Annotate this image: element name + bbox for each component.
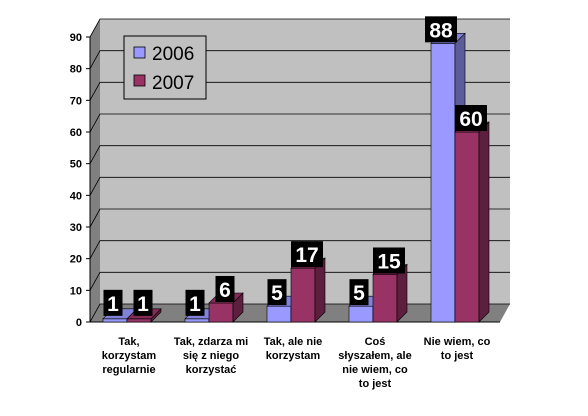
y-tick-label: 10: [70, 285, 82, 297]
legend-label-2006: 2006: [152, 44, 194, 65]
category-label: Tak, zdarza mi się z niego korzystać: [174, 336, 248, 376]
data-label-box: [291, 241, 323, 268]
gridline: [89, 145, 510, 164]
gridline: [89, 113, 510, 133]
category-label-line: Nie wiem, co: [424, 336, 491, 348]
gridline: [89, 176, 510, 196]
gridline: [89, 81, 510, 101]
data-label-text: 88: [429, 19, 453, 42]
bar-front: [290, 267, 316, 323]
category-label: Nie wiem, co to jest: [424, 336, 491, 362]
category-label-line: korzystać: [186, 364, 237, 376]
bar-front: [102, 318, 128, 323]
data-label-box: [215, 276, 235, 302]
gridline: [89, 18, 510, 38]
y-tick-label: 70: [70, 95, 82, 107]
bar-front: [126, 318, 152, 323]
category-label-line: nie wiem, co: [342, 364, 408, 376]
gridline: [89, 208, 510, 228]
data-label-text: 5: [271, 282, 283, 305]
data-label-box: [373, 247, 405, 274]
gridline: [89, 240, 510, 259]
data-label-2006-3: 5: [349, 279, 369, 306]
data-label-text: 1: [107, 293, 119, 316]
legend-box: [123, 35, 207, 100]
category-label: Tak, korzystam regularnie: [102, 336, 157, 376]
y-tick-label: 0: [76, 317, 82, 329]
data-label-box: [455, 105, 487, 131]
y-tick-label: 80: [70, 64, 82, 76]
legend: 2006 2007: [123, 35, 207, 100]
data-label-2007-3: 15: [373, 247, 405, 274]
data-label-box: [425, 16, 457, 43]
category-label-line: to jest: [359, 378, 392, 390]
bar-front: [266, 305, 292, 323]
legend-swatch-2007: [133, 74, 146, 87]
category-label: Tak, ale nie korzystam: [264, 336, 323, 362]
bar-2007-2: [290, 257, 326, 323]
data-label-box: [185, 289, 205, 316]
bar-front: [208, 302, 234, 323]
chart-left-wall: [90, 19, 100, 322]
category-label-line: korzystam: [266, 350, 321, 362]
category-label-line: Tak, zdarza mi: [174, 336, 248, 348]
data-label-2007-0: 1: [133, 289, 153, 316]
bar-front: [454, 131, 480, 323]
data-label-text: 17: [295, 244, 318, 267]
gridline: [89, 50, 510, 69]
bar-side: [314, 257, 326, 323]
data-label-box: [103, 289, 123, 316]
data-label-2007-4: 60: [455, 105, 487, 131]
category-label-line: Coś: [365, 336, 386, 348]
data-label-text: 1: [137, 293, 149, 316]
data-label-2006-1: 1: [185, 289, 205, 316]
data-label-text: 6: [219, 279, 231, 302]
data-label-text: 5: [353, 282, 365, 305]
data-label-text: 1: [189, 293, 201, 316]
y-tick-label: 40: [70, 190, 82, 202]
data-label-2006-2: 5: [267, 279, 287, 306]
bar-side: [478, 121, 490, 323]
data-label-2006-4: 88: [425, 16, 457, 43]
data-label-box: [133, 289, 153, 316]
y-tick-label: 60: [70, 127, 82, 139]
category-label-line: Tak,: [118, 336, 139, 348]
data-label-2007-1: 6: [215, 276, 235, 302]
y-axis: 0 10 20 30 40 50 60 70 80 90: [70, 32, 500, 329]
data-label-text: 15: [377, 251, 401, 274]
data-label-2007-2: 17: [291, 241, 323, 268]
bar-2007-4: [454, 121, 490, 323]
data-label-box: [349, 279, 369, 306]
bar-front: [184, 318, 210, 323]
category-label-line: regularnie: [102, 364, 155, 376]
legend-label-2007: 2007: [152, 73, 194, 94]
category-label-line: korzystam: [102, 350, 157, 362]
category-label-line: się z niego: [183, 350, 240, 362]
bar-front: [430, 43, 456, 323]
y-tick-label: 30: [70, 222, 82, 234]
category-label-line: Tak, ale nie: [264, 336, 323, 348]
category-label-line: słyszałem, ale: [338, 350, 411, 362]
legend-swatch-2006: [133, 46, 146, 59]
y-tick-label: 20: [70, 254, 82, 266]
category-label-line: to jest: [441, 350, 474, 362]
data-label-2006-0: 1: [103, 289, 123, 316]
data-label-text: 60: [459, 108, 482, 131]
y-tick-label: 50: [70, 159, 82, 171]
y-tick-label: 90: [70, 32, 82, 44]
data-label-box: [267, 279, 287, 306]
x-axis-categories: Tak, korzystam regularnie Tak, zdarza mi się…: [102, 336, 491, 390]
bar-front: [348, 305, 374, 323]
bar-front: [372, 274, 398, 323]
category-label: Coś słyszałem, ale nie wiem, co to jest: [338, 336, 411, 390]
